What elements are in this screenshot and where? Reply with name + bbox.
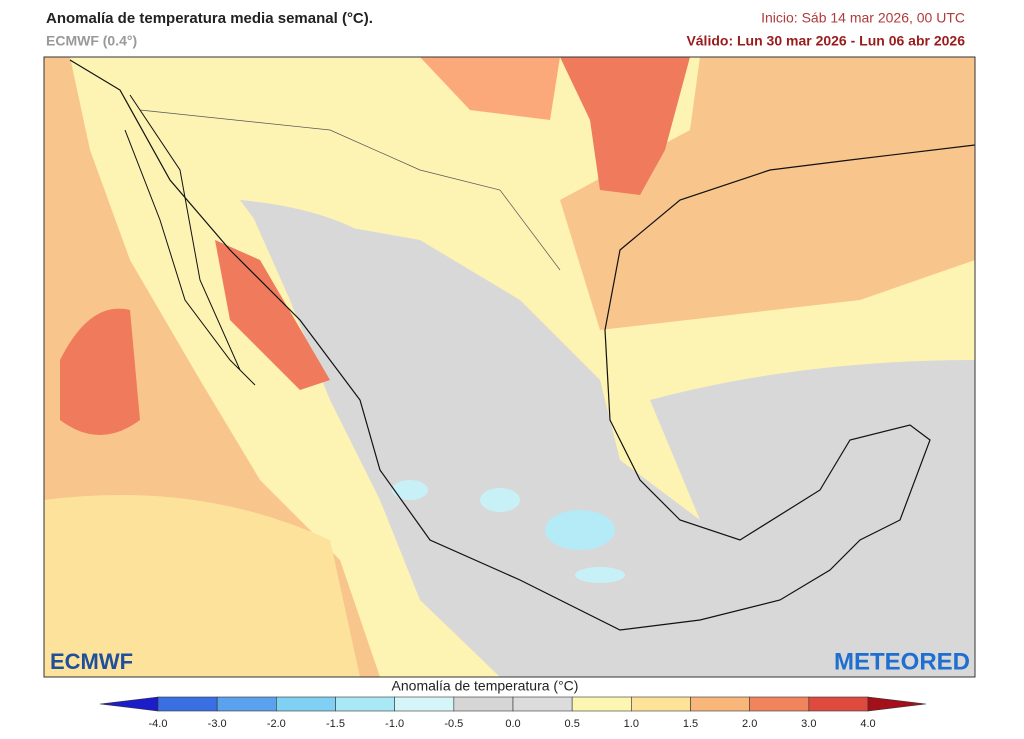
meteored-logo: METEORED: [834, 648, 970, 675]
colorbar-segment: [276, 696, 336, 712]
colorbar-segment: [571, 696, 632, 712]
colorbar-segment: [394, 696, 455, 712]
colorbar-segment: [749, 696, 810, 712]
colorbar-tick-label: 2.0: [742, 718, 757, 730]
colorbar-segment: [512, 696, 573, 712]
colorbar-tick-label: 0.5: [565, 718, 580, 730]
colorbar-tick-label: -1.0: [385, 718, 404, 730]
colorbar-segment: [157, 696, 218, 712]
colorbar-tick-label: -2.0: [267, 718, 286, 730]
colorbar-segment: [808, 696, 869, 712]
colorbar-tick-label: -1.5: [326, 718, 345, 730]
map: [44, 57, 975, 677]
colorbar-tick-label: 1.5: [683, 718, 698, 730]
colorbar-tick-label: -4.0: [149, 718, 168, 730]
colorbar-segment: [453, 696, 514, 712]
colorbar-tick-label: 1.0: [624, 718, 639, 730]
init-date: Inicio: Sáb 14 mar 2026, 00 UTC: [761, 10, 965, 26]
colorbar-tick-label: 4.0: [860, 718, 875, 730]
colorbar-segment: [216, 696, 277, 712]
valid-range: Válido: Lun 30 mar 2026 - Lun 06 abr 202…: [686, 33, 965, 49]
colorbar-segment: [335, 696, 395, 712]
colorbar-segment: [690, 696, 750, 712]
colorbar-title: Anomalía de temperatura (°C): [392, 678, 579, 694]
colorbar-segment: [631, 696, 691, 712]
colorbar: -4.0 -3.0 -2.0 -1.5 -1.0 -0.5 0.0 0.5 1.0 1.5 2.0 3…: [99, 696, 927, 730]
map-frame: [43, 56, 976, 678]
colorbar-end: [867, 696, 927, 712]
colorbar-tick-label: 3.0: [801, 718, 816, 730]
model: ECMWF (0.4°): [46, 33, 137, 49]
title: Anomalía de temperatura media semanal (°…: [46, 10, 373, 27]
colorbar-tick-label: -0.5: [444, 718, 463, 730]
ecmwf-logo: ECMWF: [50, 649, 133, 674]
colorbar-tick-label: -3.0: [208, 718, 227, 730]
colorbar-tick-label: 0.0: [505, 718, 520, 730]
colorbar-end: [99, 696, 159, 712]
